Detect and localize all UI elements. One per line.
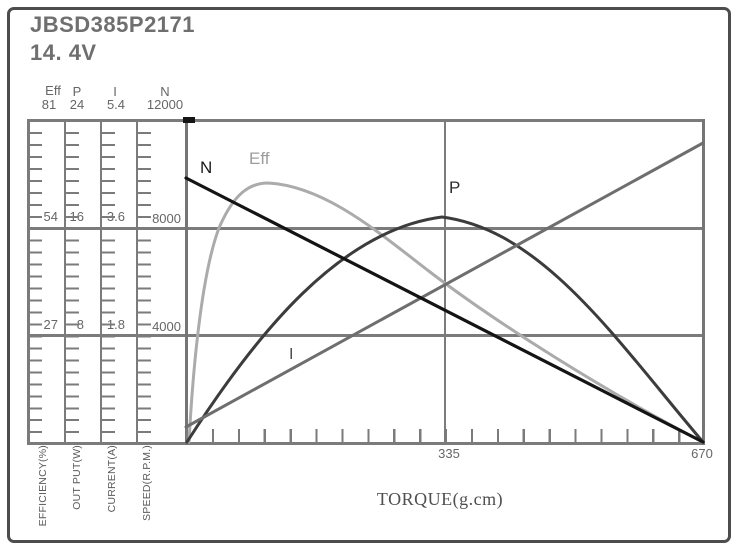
current-axis-name: I [113, 84, 117, 99]
power-axis-name: P [72, 84, 82, 99]
power-ruler-ticks [66, 120, 79, 444]
gridline-torque-335 [443, 119, 446, 445]
plot-left-border [185, 119, 188, 445]
speed-axis-unit: SPEED(R.P.M.) [141, 445, 153, 521]
gridline-two-thirds [27, 227, 705, 230]
power-axis-tick-8: 8 [76, 317, 84, 332]
speed-axis-max: 12000 [146, 97, 184, 112]
eff-axis-unit: EFFICIENCY(%) [37, 445, 49, 527]
eff-ruler-line [27, 119, 30, 445]
speed-curve-label: N [200, 158, 213, 177]
x-tick-670: 670 [691, 446, 713, 461]
current-curve-label: I [289, 346, 294, 363]
chart-voltage: 14. 4V [30, 40, 97, 65]
current-axis-max: 5.4 [106, 97, 126, 112]
plot-right-border [702, 119, 705, 445]
current-axis-unit: CURRENT(A) [106, 445, 118, 513]
gridline-top [27, 119, 705, 122]
speed-ruler-ticks [138, 120, 151, 444]
gridline-one-third [27, 334, 705, 337]
speed-ruler-line [135, 119, 138, 445]
eff-axis-max: 81 [41, 97, 57, 112]
power-axis-unit: OUT PUT(W) [71, 445, 83, 510]
power-curve-label: P [449, 178, 461, 197]
power-ruler-line [63, 119, 66, 445]
speed-axis-tick-8000: 8000 [152, 211, 181, 226]
eff-axis-tick-54: 54 [43, 209, 58, 224]
current-ruler-ticks [102, 120, 115, 444]
speed-axis-name: N [160, 84, 170, 99]
chart-border [7, 7, 731, 543]
x-axis-title: TORQUE(g.cm) [376, 489, 504, 509]
eff-axis-tick-27: 27 [43, 317, 58, 332]
x-axis-ticks [186, 429, 705, 443]
current-ruler-line [99, 119, 102, 445]
x-tick-335: 335 [438, 446, 460, 461]
chart-title: JBSD385P2171 [30, 12, 196, 37]
power-axis-max: 24 [69, 97, 85, 112]
speed-axis-tick-4000: 4000 [152, 319, 181, 334]
efficiency-curve-label: Eff [249, 149, 270, 168]
eff-ruler-ticks [29, 120, 42, 444]
eff-axis-name: Eff [45, 83, 61, 98]
